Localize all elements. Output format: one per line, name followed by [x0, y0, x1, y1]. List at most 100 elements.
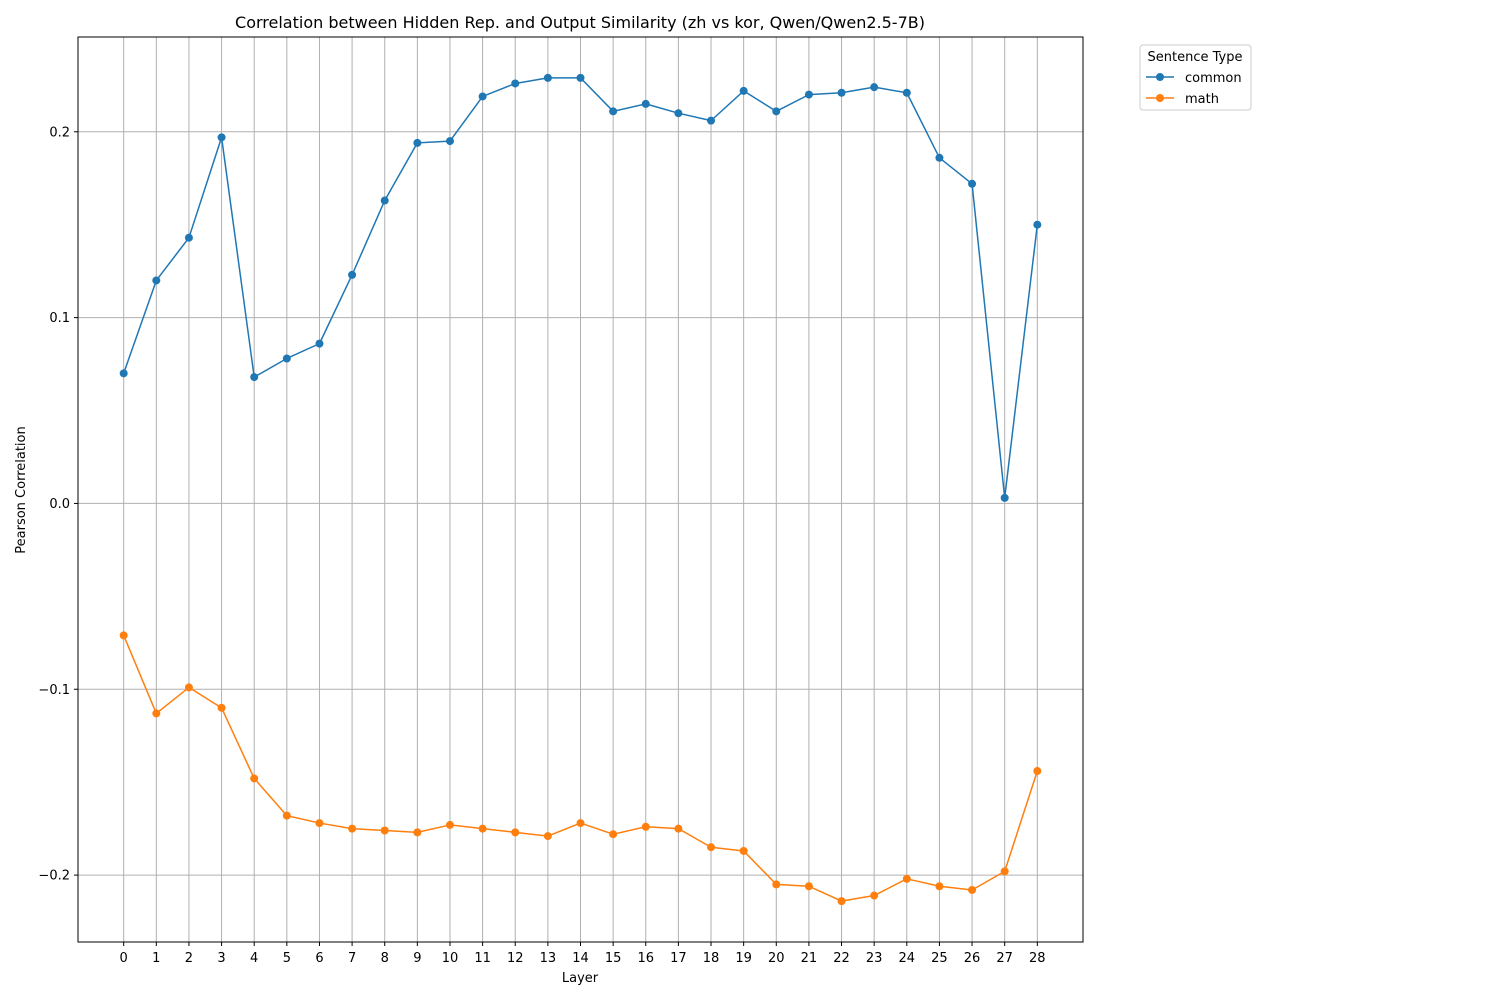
data-point-common	[772, 107, 781, 116]
chart-title: Correlation between Hidden Rep. and Outp…	[235, 13, 925, 32]
data-point-math	[217, 703, 226, 712]
x-tick-label: 19	[735, 951, 752, 966]
data-point-math	[445, 820, 454, 829]
x-axis-label: Layer	[562, 971, 599, 986]
x-tick-label: 9	[413, 951, 421, 966]
x-tick-label: 21	[801, 951, 818, 966]
data-point-math	[609, 830, 618, 839]
data-point-common	[152, 276, 161, 285]
data-point-common	[348, 270, 357, 279]
x-tick-label: 1	[152, 951, 160, 966]
y-tick-label: 0.2	[49, 125, 70, 140]
data-point-common	[870, 83, 879, 92]
legend-marker-common	[1156, 73, 1164, 81]
y-tick-label: −0.2	[38, 869, 70, 884]
y-tick-label: 0.1	[49, 311, 70, 326]
x-tick-label: 22	[833, 951, 850, 966]
data-point-common	[445, 137, 454, 146]
data-point-common	[478, 92, 487, 101]
grid	[78, 37, 1083, 942]
data-point-common	[282, 354, 291, 363]
data-point-common	[804, 90, 813, 99]
data-point-common	[1033, 220, 1042, 229]
x-tick-label: 13	[540, 951, 557, 966]
legend-frame	[1139, 44, 1252, 111]
x-tick-label: 18	[703, 951, 720, 966]
data-point-math	[804, 882, 813, 891]
x-tick-label: 26	[964, 951, 981, 966]
x-tick-label: 24	[899, 951, 916, 966]
data-point-math	[837, 897, 846, 906]
series-common	[119, 73, 1042, 502]
x-tick-label: 23	[866, 951, 883, 966]
y-axis-label: Pearson Correlation	[14, 426, 29, 553]
data-point-common	[184, 233, 193, 242]
x-tick-label: 0	[120, 951, 128, 966]
data-point-common	[837, 88, 846, 97]
data-point-math	[1033, 767, 1042, 776]
data-point-math	[315, 819, 324, 828]
x-tick-label: 14	[572, 951, 589, 966]
data-point-common	[413, 138, 422, 147]
x-tick-label: 2	[185, 951, 193, 966]
data-point-math	[772, 880, 781, 889]
data-point-math	[935, 882, 944, 891]
data-point-math	[968, 885, 977, 894]
x-tick-label: 27	[996, 951, 1013, 966]
data-point-math	[478, 824, 487, 833]
x-tick-label: 12	[507, 951, 524, 966]
data-point-common	[119, 369, 128, 378]
series-layer	[119, 73, 1042, 906]
x-tick-label: 16	[637, 951, 654, 966]
data-point-common	[1000, 493, 1009, 502]
x-tick-label: 25	[931, 951, 948, 966]
x-tick-label: 15	[605, 951, 622, 966]
data-point-math	[511, 828, 520, 837]
data-point-math	[543, 832, 552, 841]
legend: Sentence Type common math	[1139, 44, 1252, 111]
data-point-math	[184, 683, 193, 692]
x-tick-label: 4	[250, 951, 258, 966]
y-tick-label: −0.1	[38, 683, 70, 698]
data-point-common	[609, 107, 618, 116]
x-tick-label: 5	[283, 951, 291, 966]
x-tick-label: 17	[670, 951, 687, 966]
legend-label-math: math	[1185, 92, 1219, 107]
data-point-math	[119, 631, 128, 640]
data-point-math	[902, 874, 911, 883]
data-point-math	[348, 824, 357, 833]
legend-title: Sentence Type	[1148, 50, 1243, 65]
data-point-common	[674, 109, 683, 118]
data-point-common	[250, 373, 259, 382]
data-point-common	[511, 79, 520, 88]
data-point-math	[870, 891, 879, 900]
y-axis: −0.2 −0.1 0.0 0.1 0.2	[38, 125, 78, 884]
data-point-math	[641, 822, 650, 831]
legend-marker-math	[1156, 94, 1164, 102]
data-point-common	[968, 179, 977, 188]
data-point-common	[641, 99, 650, 108]
data-point-common	[380, 196, 389, 205]
data-point-math	[250, 774, 259, 783]
data-point-math	[707, 843, 716, 852]
series-math	[119, 631, 1042, 906]
data-point-math	[152, 709, 161, 718]
data-point-common	[543, 73, 552, 82]
data-point-math	[1000, 867, 1009, 876]
data-point-common	[707, 116, 716, 125]
data-point-common	[739, 86, 748, 95]
x-tick-label: 11	[474, 951, 491, 966]
x-tick-label: 3	[217, 951, 225, 966]
x-tick-label: 8	[381, 951, 389, 966]
data-point-common	[576, 73, 585, 82]
data-point-common	[902, 88, 911, 97]
x-tick-label: 10	[442, 951, 459, 966]
data-point-math	[576, 819, 585, 828]
data-point-math	[380, 826, 389, 835]
x-axis: 0 1 2 3 4 5 6 7 8 9 10 11 12 13 14 15 16 17 18 19 20 21 22 23 24…	[120, 942, 1046, 966]
data-point-math	[739, 846, 748, 855]
data-point-math	[674, 824, 683, 833]
x-tick-label: 28	[1029, 951, 1046, 966]
data-point-math	[282, 811, 291, 820]
